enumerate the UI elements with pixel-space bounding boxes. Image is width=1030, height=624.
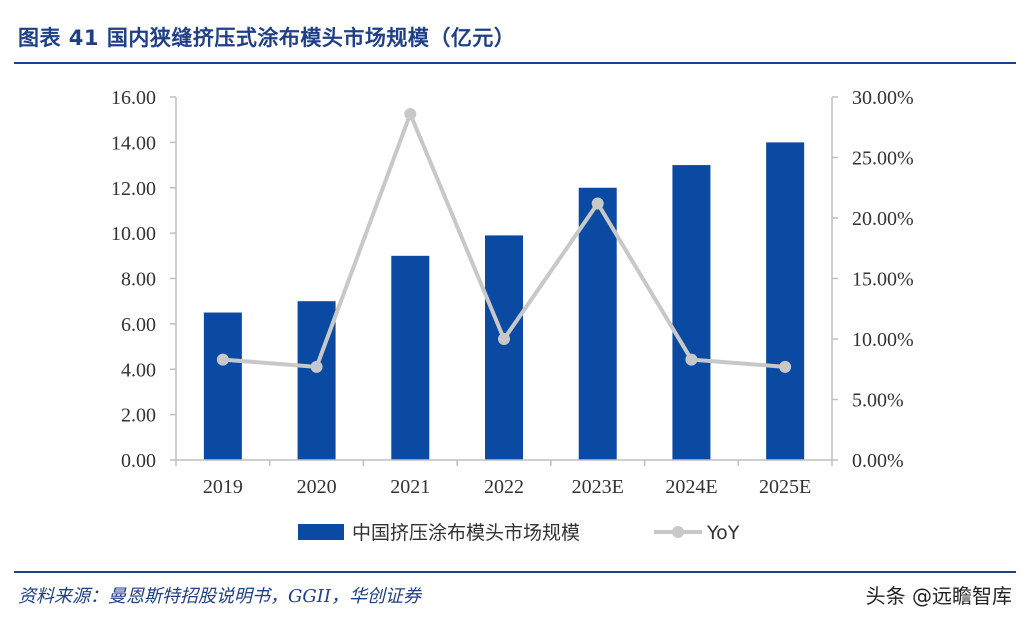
- figure-header: 图表 41 国内狭缝挤压式涂布模头市场规模（亿元）: [18, 22, 1018, 58]
- left-tick-label: 0.00: [121, 450, 156, 472]
- left-tick-label: 2.00: [121, 405, 156, 427]
- left-tick-label: 12.00: [111, 178, 156, 200]
- right-tick-label: 10.00%: [852, 329, 914, 351]
- x-tick-label: 2025E: [759, 476, 811, 498]
- right-axis: 0.00% 5.00% 10.00% 15.00% 20.00% 25.00% 30.00%: [831, 87, 914, 472]
- bar: [297, 301, 336, 460]
- right-tick-label: 25.00%: [852, 148, 914, 170]
- right-tick-label: 0.00%: [852, 450, 904, 472]
- yoy-series: [216, 107, 792, 373]
- bar: [766, 142, 805, 460]
- left-axis: 0.00 2.00 4.00 6.00 8.00 10.00 12.00 14.00 16.00: [111, 87, 177, 472]
- left-tick-label: 6.00: [121, 314, 156, 336]
- yoy-point: [685, 353, 698, 366]
- legend-bar-swatch: [298, 524, 344, 540]
- bar: [578, 187, 617, 460]
- left-tick-label: 16.00: [111, 87, 156, 109]
- bar: [391, 255, 430, 460]
- bar-series: [203, 142, 805, 460]
- left-tick-label: 10.00: [111, 223, 156, 245]
- legend: 中国挤压涂布模头市场规模 YoY: [298, 522, 740, 544]
- x-axis: 2019 2020 2021 2022 2023E 2024E 2025E: [175, 459, 833, 498]
- right-tick-label: 15.00%: [852, 269, 914, 291]
- left-tick-label: 14.00: [111, 132, 156, 154]
- source-note: 资料来源：曼恩斯特招股说明书，GGII，华创证券: [18, 586, 421, 607]
- figure-title: 图表 41 国内狭缝挤压式涂布模头市场规模（亿元）: [18, 26, 516, 50]
- legend-line-label: YoY: [706, 522, 740, 544]
- x-tick-label: 2021: [390, 476, 430, 498]
- title-divider: [14, 62, 1016, 64]
- x-tick-label: 2024E: [665, 476, 717, 498]
- bar: [203, 312, 242, 460]
- right-tick-label: 20.00%: [852, 208, 914, 230]
- legend-line-marker: [672, 526, 684, 538]
- x-tick-label: 2023E: [572, 476, 624, 498]
- combo-chart: 0.00 2.00 4.00 6.00 8.00 10.00 12.00 14.00 16.00…: [111, 87, 914, 544]
- yoy-point: [310, 360, 323, 373]
- yoy-point: [216, 353, 229, 366]
- yoy-point: [591, 197, 604, 210]
- right-tick-label: 30.00%: [852, 87, 914, 109]
- x-tick-label: 2019: [203, 476, 243, 498]
- bar: [485, 235, 523, 460]
- footer-divider: [14, 571, 1016, 573]
- left-tick-label: 4.00: [121, 359, 156, 381]
- yoy-point: [404, 107, 417, 120]
- x-tick-label: 2020: [297, 476, 337, 498]
- watermark: 头条 @远瞻智库: [865, 584, 1012, 608]
- right-tick-label: 5.00%: [852, 390, 904, 412]
- yoy-point: [779, 360, 792, 373]
- yoy-point: [498, 333, 510, 345]
- x-tick-label: 2022: [484, 476, 524, 498]
- left-tick-label: 8.00: [121, 269, 156, 291]
- legend-bar-label: 中国挤压涂布模头市场规模: [352, 522, 580, 544]
- bar: [672, 165, 711, 460]
